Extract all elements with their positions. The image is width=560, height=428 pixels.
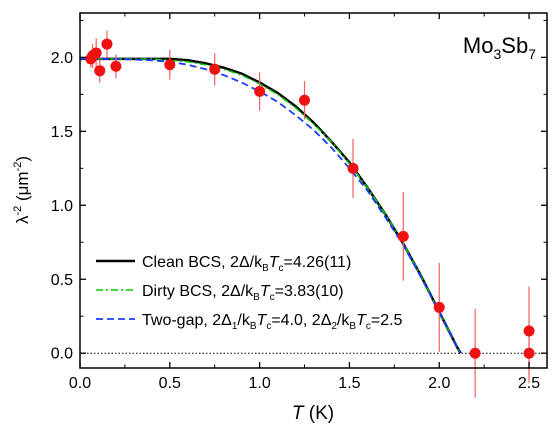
data-point [94, 65, 106, 77]
y-axis-label-unit: (μm [13, 171, 32, 205]
data-points-layer [85, 30, 535, 398]
x-tick-label: 2.5 [518, 375, 540, 392]
data-point [433, 301, 445, 313]
y-tick-label: 0.5 [51, 272, 73, 289]
compound-mo: Mo [463, 33, 494, 58]
data-point [254, 85, 266, 97]
y-axis-label-exp: -2 [12, 206, 24, 216]
y-tick-label: 1.0 [51, 198, 73, 215]
legend-label-two-gap: Two-gap, 2Δ1/kBTc=4.0, 2Δ2/kBTc=2.5 [142, 312, 403, 332]
compound-sub-3: 3 [493, 46, 501, 62]
y-tick-label: 0.0 [51, 346, 73, 363]
x-axis-label: T (K) [292, 403, 334, 424]
legend-label-clean-bcs: Clean BCS, 2Δ/kBTc=4.26(11) [142, 254, 351, 274]
x-axis-label-unit: (K) [304, 403, 335, 424]
data-point [299, 94, 311, 106]
y-tick-label: 2.0 [51, 50, 73, 67]
plot-frame [79, 12, 548, 369]
data-point [347, 162, 359, 174]
two-gap-curve [80, 58, 462, 354]
data-point [164, 59, 176, 71]
axis-ticks-layer: 0.0 0.5 1.0 1.5 2.0 2.5 0.0 0.5 1.0 1.5 2.0 [51, 13, 547, 392]
data-point [101, 38, 113, 50]
x-tick-label: 1.5 [338, 375, 360, 392]
data-point [469, 347, 481, 359]
data-point [90, 47, 102, 59]
x-tick-label: 2.0 [428, 375, 450, 392]
legend: Clean BCS, 2Δ/kBTc=4.26(11) Dirty BCS, 2… [96, 254, 403, 332]
x-tick-label: 0.0 [69, 375, 91, 392]
compound-sub-7: 7 [528, 46, 536, 62]
data-point [209, 63, 221, 75]
legend-label-dirty-bcs: Dirty BCS, 2Δ/kBTc=3.83(10) [142, 283, 344, 303]
data-point [110, 60, 122, 72]
x-tick-label: 1.0 [248, 375, 270, 392]
x-tick-label: 0.5 [159, 375, 181, 392]
data-point [523, 347, 535, 359]
y-axis-label: λ-2 (μm-2) [12, 156, 32, 224]
x-axis-label-var: T [292, 403, 305, 424]
data-point [523, 325, 535, 337]
y-axis-label-close: ) [13, 156, 32, 162]
y-axis-label-unit-exp: -2 [12, 162, 24, 172]
data-point [397, 230, 409, 242]
y-axis-label-symbol: λ [13, 215, 32, 224]
compound-label: Mo3Sb7 [463, 33, 536, 62]
compound-sb: Sb [501, 33, 528, 58]
y-tick-label: 1.5 [51, 124, 73, 141]
